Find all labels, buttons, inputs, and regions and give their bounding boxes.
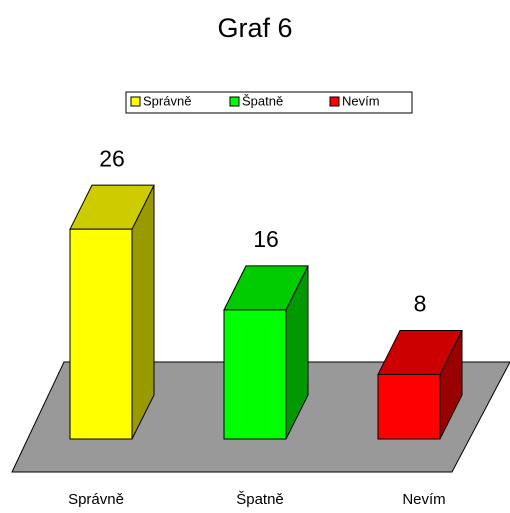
x-tick-label: Nevím	[402, 491, 445, 508]
legend-label: Nevím	[342, 93, 380, 108]
legend-box	[125, 91, 413, 114]
bar	[377, 373, 441, 440]
legend-swatch	[229, 96, 240, 107]
x-tick-label: Špatně	[236, 491, 284, 508]
legend-swatch	[329, 96, 340, 107]
legend-label: Špatně	[242, 93, 283, 108]
chart-title: Graf 6	[217, 13, 292, 43]
legend-label: Správně	[143, 93, 191, 108]
data-label: 8	[414, 291, 427, 317]
legend-swatch	[130, 96, 141, 107]
bar	[223, 309, 287, 440]
bar	[69, 228, 133, 440]
data-label: 16	[253, 226, 279, 252]
data-label: 26	[99, 145, 125, 171]
x-tick-label: Správně	[68, 491, 124, 508]
